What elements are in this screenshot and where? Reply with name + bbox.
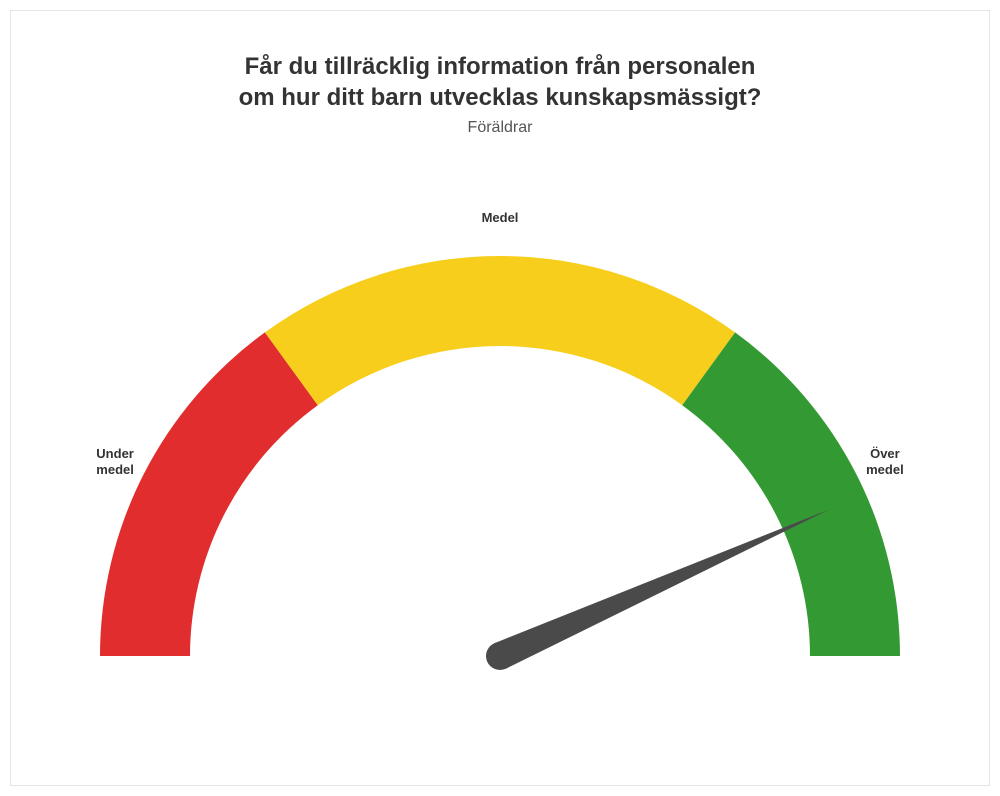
- gauge-hub: [486, 642, 514, 670]
- gauge-label-medel: Medel: [460, 210, 540, 226]
- gauge-segment: [682, 332, 900, 656]
- chart-subtitle: Föräldrar: [11, 119, 989, 137]
- title-line-1: Får du tillräcklig information från pers…: [245, 53, 756, 80]
- chart-frame: Får du tillräcklig information från pers…: [10, 10, 990, 786]
- gauge-segment: [100, 332, 318, 656]
- gauge-label-under: Under medel: [75, 446, 155, 479]
- gauge-chart: Under medel Medel Över medel: [60, 186, 940, 686]
- gauge-segment: [265, 256, 735, 405]
- title-block: Får du tillräcklig information från pers…: [11, 51, 989, 137]
- gauge-label-over: Över medel: [845, 446, 925, 479]
- gauge-needle: [494, 510, 829, 669]
- title-line-2: om hur ditt barn utvecklas kunskapsmässi…: [239, 84, 762, 111]
- gauge-svg: [60, 186, 940, 686]
- chart-title: Får du tillräcklig information från pers…: [11, 51, 989, 113]
